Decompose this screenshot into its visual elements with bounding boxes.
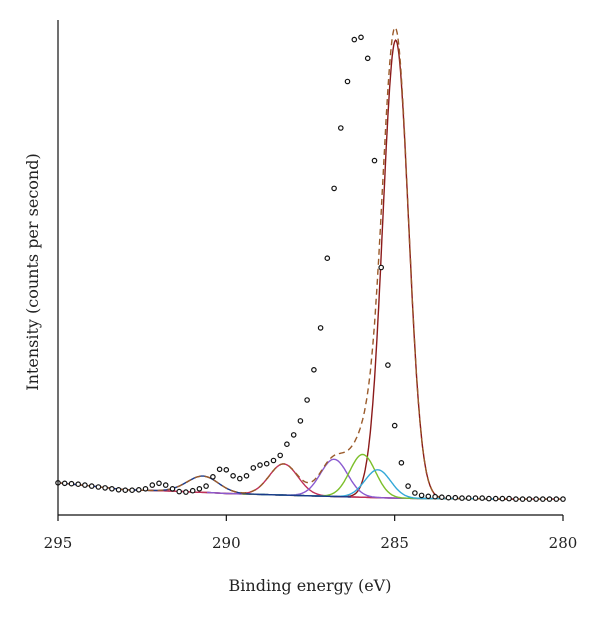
measured-point <box>237 475 243 482</box>
measured-point <box>102 485 108 491</box>
measured-point <box>358 34 364 41</box>
measured-point <box>129 487 135 494</box>
measured-point <box>162 482 169 488</box>
measured-point <box>61 480 68 487</box>
measured-point <box>385 362 391 368</box>
fit-components-layer <box>57 39 517 500</box>
measured-point <box>560 496 566 502</box>
x-axis-title: Binding energy (eV) <box>229 576 392 595</box>
measured-point <box>438 494 445 501</box>
measured-point <box>492 495 499 502</box>
measured-point <box>499 495 506 502</box>
measured-point <box>230 472 236 479</box>
measured-point <box>391 422 398 429</box>
measured-point <box>337 125 344 131</box>
measured-point <box>412 490 418 496</box>
measured-point <box>513 496 519 502</box>
measured-point <box>263 460 270 467</box>
measured-point <box>284 441 290 448</box>
fit-component-1 <box>275 39 517 500</box>
measured-point <box>506 495 512 502</box>
x-tick-label-290: 290 <box>212 534 241 552</box>
measured-point <box>176 488 183 495</box>
measured-point <box>95 484 102 490</box>
measured-point <box>223 466 230 473</box>
measured-point <box>465 495 472 501</box>
measured-point <box>82 482 88 488</box>
x-axis-ticks: 295 290 285 280 <box>44 515 578 552</box>
measured-point <box>317 325 324 331</box>
measured-point <box>88 483 95 489</box>
y-axis-title: Intensity (counts per second) <box>23 153 42 390</box>
measured-point <box>270 457 277 464</box>
measured-point <box>68 480 75 487</box>
measured-point <box>459 495 465 501</box>
measured-point <box>109 485 115 492</box>
measured-point <box>277 452 284 459</box>
measured-point <box>203 483 209 489</box>
measured-point <box>196 485 203 492</box>
measured-point <box>486 495 492 502</box>
measured-point <box>189 487 196 494</box>
x-tick-label-295: 295 <box>44 534 73 552</box>
measured-point <box>156 480 162 487</box>
measured-point <box>553 496 560 502</box>
measured-point <box>526 496 533 502</box>
measured-point <box>519 496 526 502</box>
measured-point <box>210 473 216 480</box>
measured-point <box>297 418 304 424</box>
measured-point <box>425 493 432 500</box>
measured-point <box>418 492 425 499</box>
measured-point <box>183 489 189 495</box>
measured-point <box>452 494 459 501</box>
measured-point <box>479 495 486 501</box>
measured-point <box>344 78 351 85</box>
measured-point <box>243 472 250 479</box>
measured-point <box>364 55 371 62</box>
measured-point <box>539 496 546 502</box>
measured-point <box>257 462 263 468</box>
measured-point <box>136 486 142 493</box>
measured-point <box>216 466 223 473</box>
measured-point <box>304 397 310 403</box>
measured-point <box>378 264 385 271</box>
measured-point <box>432 493 438 500</box>
measured-point <box>331 185 337 192</box>
measured-point <box>169 485 176 492</box>
fit-component-2 <box>149 463 419 500</box>
measured-point <box>405 483 411 489</box>
measured-point <box>142 485 149 492</box>
fit-envelope-layer <box>57 27 563 500</box>
measured-points-layer <box>55 34 566 502</box>
measured-point <box>290 432 297 438</box>
x-tick-label-285: 285 <box>380 534 409 552</box>
measured-point <box>371 157 378 164</box>
measured-point <box>122 487 129 494</box>
plot-area <box>55 27 566 502</box>
measured-point <box>445 494 452 501</box>
measured-point <box>351 36 358 43</box>
x-tick-label-280: 280 <box>549 534 578 552</box>
measured-point <box>533 496 539 502</box>
measured-point <box>250 465 257 471</box>
measured-point <box>75 481 82 488</box>
measured-point <box>115 486 122 493</box>
measured-point <box>324 255 331 262</box>
measured-point <box>546 496 553 502</box>
measured-point <box>149 482 156 488</box>
measured-point <box>472 495 479 501</box>
fit-envelope <box>57 27 563 500</box>
measured-point <box>311 366 317 373</box>
measured-point <box>398 459 405 466</box>
